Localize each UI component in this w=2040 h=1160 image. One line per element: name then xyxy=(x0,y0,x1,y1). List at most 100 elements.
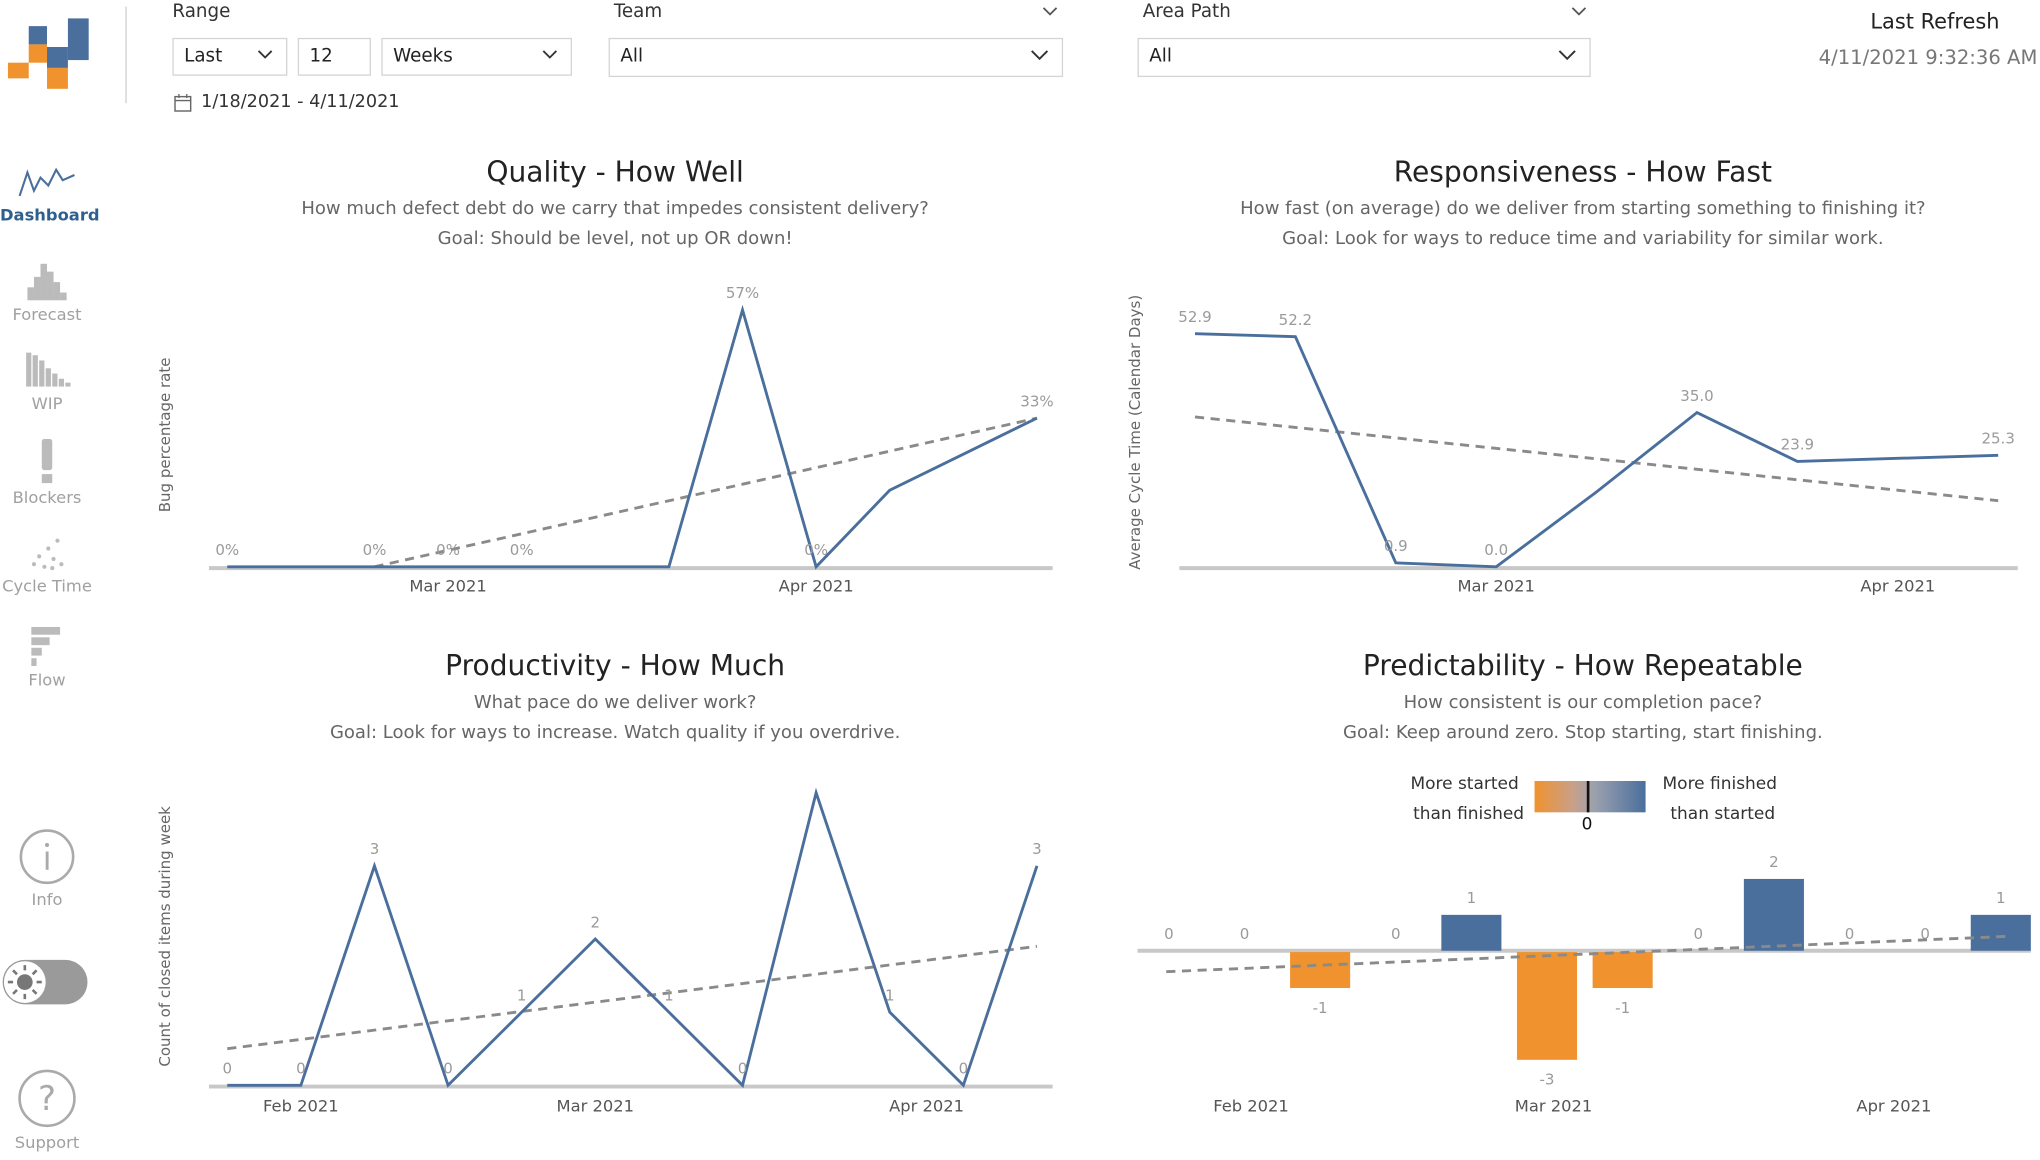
trend-line xyxy=(227,944,1038,1051)
data-label: 52.9 xyxy=(1178,308,1211,326)
x-tick-label: Apr 2021 xyxy=(1856,1096,1931,1115)
bar xyxy=(1516,952,1578,1060)
range-count-value: 12 xyxy=(309,45,333,67)
data-label: 0% xyxy=(436,541,460,559)
data-label: -1 xyxy=(1615,999,1630,1017)
data-label: 0 xyxy=(1694,925,1704,943)
bar xyxy=(1441,914,1502,951)
data-label: 0% xyxy=(215,541,239,559)
nav-flow[interactable]: Flow xyxy=(0,626,94,690)
sidebar-divider xyxy=(125,6,127,104)
info-button[interactable]: Info xyxy=(0,828,94,909)
productivity-title: Productivity - How Much xyxy=(445,650,786,684)
responsiveness-subtitle: How fast (on average) do we deliver from… xyxy=(1240,198,1926,220)
responsiveness-chart: 52.9 52.2 0.9 0.0 35.0 23.9 25.3 Mar 2021 Apr 20… xyxy=(1126,295,2018,596)
data-label: 1 xyxy=(1467,889,1477,907)
team-value: All xyxy=(620,45,644,67)
x-tick-label: Feb 2021 xyxy=(1213,1096,1289,1115)
exclamation-icon xyxy=(41,438,53,484)
area-path-label: Area Path xyxy=(1142,1,1231,23)
data-label: 1 xyxy=(1996,889,2006,907)
bar xyxy=(1743,878,1804,951)
nav-label: Dashboard xyxy=(0,205,100,225)
quality-subtitle: How much defect debt do we carry that im… xyxy=(301,198,929,220)
responsiveness-goal: Goal: Look for ways to reduce time and v… xyxy=(1282,228,1884,250)
data-label: 25.3 xyxy=(1981,430,2014,448)
date-range-text: 1/18/2021 - 4/11/2021 xyxy=(201,91,400,113)
data-label: 3 xyxy=(1032,840,1042,858)
info-label: Info xyxy=(31,889,63,909)
data-label: 0 xyxy=(222,1060,232,1078)
data-label: 0 xyxy=(959,1060,969,1078)
line-chart-icon xyxy=(18,167,75,197)
last-refresh-value: 4/11/2021 9:32:36 AM xyxy=(1818,45,2038,70)
data-label: 0.9 xyxy=(1384,537,1408,555)
quality-title: Quality - How Well xyxy=(486,156,744,190)
team-collapse-chevron-icon[interactable] xyxy=(1042,7,1058,17)
data-label: 1 xyxy=(885,986,895,1004)
area-path-select[interactable]: All xyxy=(1137,37,1591,78)
chevron-down-icon xyxy=(1031,50,1049,61)
team-label: Team xyxy=(613,1,663,23)
legend-left-line1: More started xyxy=(1410,774,1519,795)
x-tick-label: Apr 2021 xyxy=(779,577,854,596)
x-tick-label: Feb 2021 xyxy=(263,1096,339,1115)
svg-text:?: ? xyxy=(38,1079,56,1119)
nav-cycle-time[interactable]: Cycle Time xyxy=(0,535,94,596)
nav-wip[interactable]: WIP xyxy=(0,350,94,413)
data-label: 2 xyxy=(1769,853,1779,871)
scatter-icon xyxy=(31,538,64,571)
chevron-down-icon xyxy=(542,50,558,59)
range-count-input[interactable]: 12 xyxy=(297,37,371,76)
nav-label: Cycle Time xyxy=(2,575,92,596)
data-label: 0% xyxy=(804,541,828,559)
y-axis-label: Average Cycle Time (Calendar Days) xyxy=(1126,295,1144,570)
calendar-icon xyxy=(174,94,192,112)
x-tick-label: Mar 2021 xyxy=(409,577,486,596)
nav-label: Forecast xyxy=(12,304,82,324)
nav-forecast[interactable]: Forecast xyxy=(0,261,94,324)
nav-blockers[interactable]: Blockers xyxy=(0,438,94,507)
info-icon xyxy=(19,829,75,885)
data-label: 3 xyxy=(370,840,380,858)
data-label: 1 xyxy=(664,986,674,1004)
flow-steps-icon xyxy=(31,626,61,667)
last-refresh-label: Last Refresh xyxy=(1870,9,2000,34)
area-path-value: All xyxy=(1149,45,1172,67)
predictability-chart: 0 0 -1 0 1 -3 -1 0 2 0 0 1 Feb 2021 Mar 2021 Apr 2021 xyxy=(1137,853,2031,1115)
x-tick-label: Apr 2021 xyxy=(889,1096,964,1115)
data-label: 0.0 xyxy=(1484,541,1508,559)
legend-right-line1: More finished xyxy=(1662,774,1778,795)
data-label: 2 xyxy=(591,913,601,931)
data-label: 0 xyxy=(1845,925,1855,943)
sun-icon xyxy=(7,965,42,1000)
bars-descending-icon xyxy=(26,352,71,387)
support-label: Support xyxy=(14,1132,80,1152)
team-select[interactable]: All xyxy=(608,37,1064,78)
productivity-goal: Goal: Look for ways to increase. Watch q… xyxy=(329,722,901,744)
nav-dashboard[interactable]: Dashboard xyxy=(0,162,100,225)
app-logo[interactable] xyxy=(7,18,89,91)
data-label: 52.2 xyxy=(1279,311,1312,329)
range-mode-select[interactable]: Last xyxy=(172,37,288,76)
productivity-subtitle: What pace do we deliver work? xyxy=(473,692,757,714)
theme-toggle[interactable] xyxy=(2,959,88,1005)
range-unit-select[interactable]: Weeks xyxy=(381,37,573,76)
trend-line xyxy=(374,416,1038,569)
quality-chart: 0% 0% 0% 0% 57% 0% 33% Mar 2021 Apr 2021 Bug perc… xyxy=(156,284,1054,596)
data-label: 1 xyxy=(517,986,527,1004)
data-label: 0% xyxy=(363,541,387,559)
support-button[interactable]: ? Support xyxy=(0,1068,94,1152)
area-collapse-chevron-icon[interactable] xyxy=(1571,7,1587,17)
bar xyxy=(1970,914,2031,951)
legend-left-line2: than finished xyxy=(1413,804,1525,825)
bar xyxy=(1592,952,1653,988)
nav-label: WIP xyxy=(31,393,63,413)
help-icon: ? xyxy=(18,1069,76,1128)
predictability-title: Predictability - How Repeatable xyxy=(1362,650,1803,684)
productivity-chart: 0 0 3 0 1 2 1 0 1 0 3 Feb 2021 Mar 2021 Apr 2021 Count… xyxy=(156,787,1053,1115)
data-label: -1 xyxy=(1313,999,1328,1017)
range-unit-value: Weeks xyxy=(393,45,453,67)
legend-right-line2: than started xyxy=(1670,804,1776,825)
data-label: 0 xyxy=(738,1060,748,1078)
